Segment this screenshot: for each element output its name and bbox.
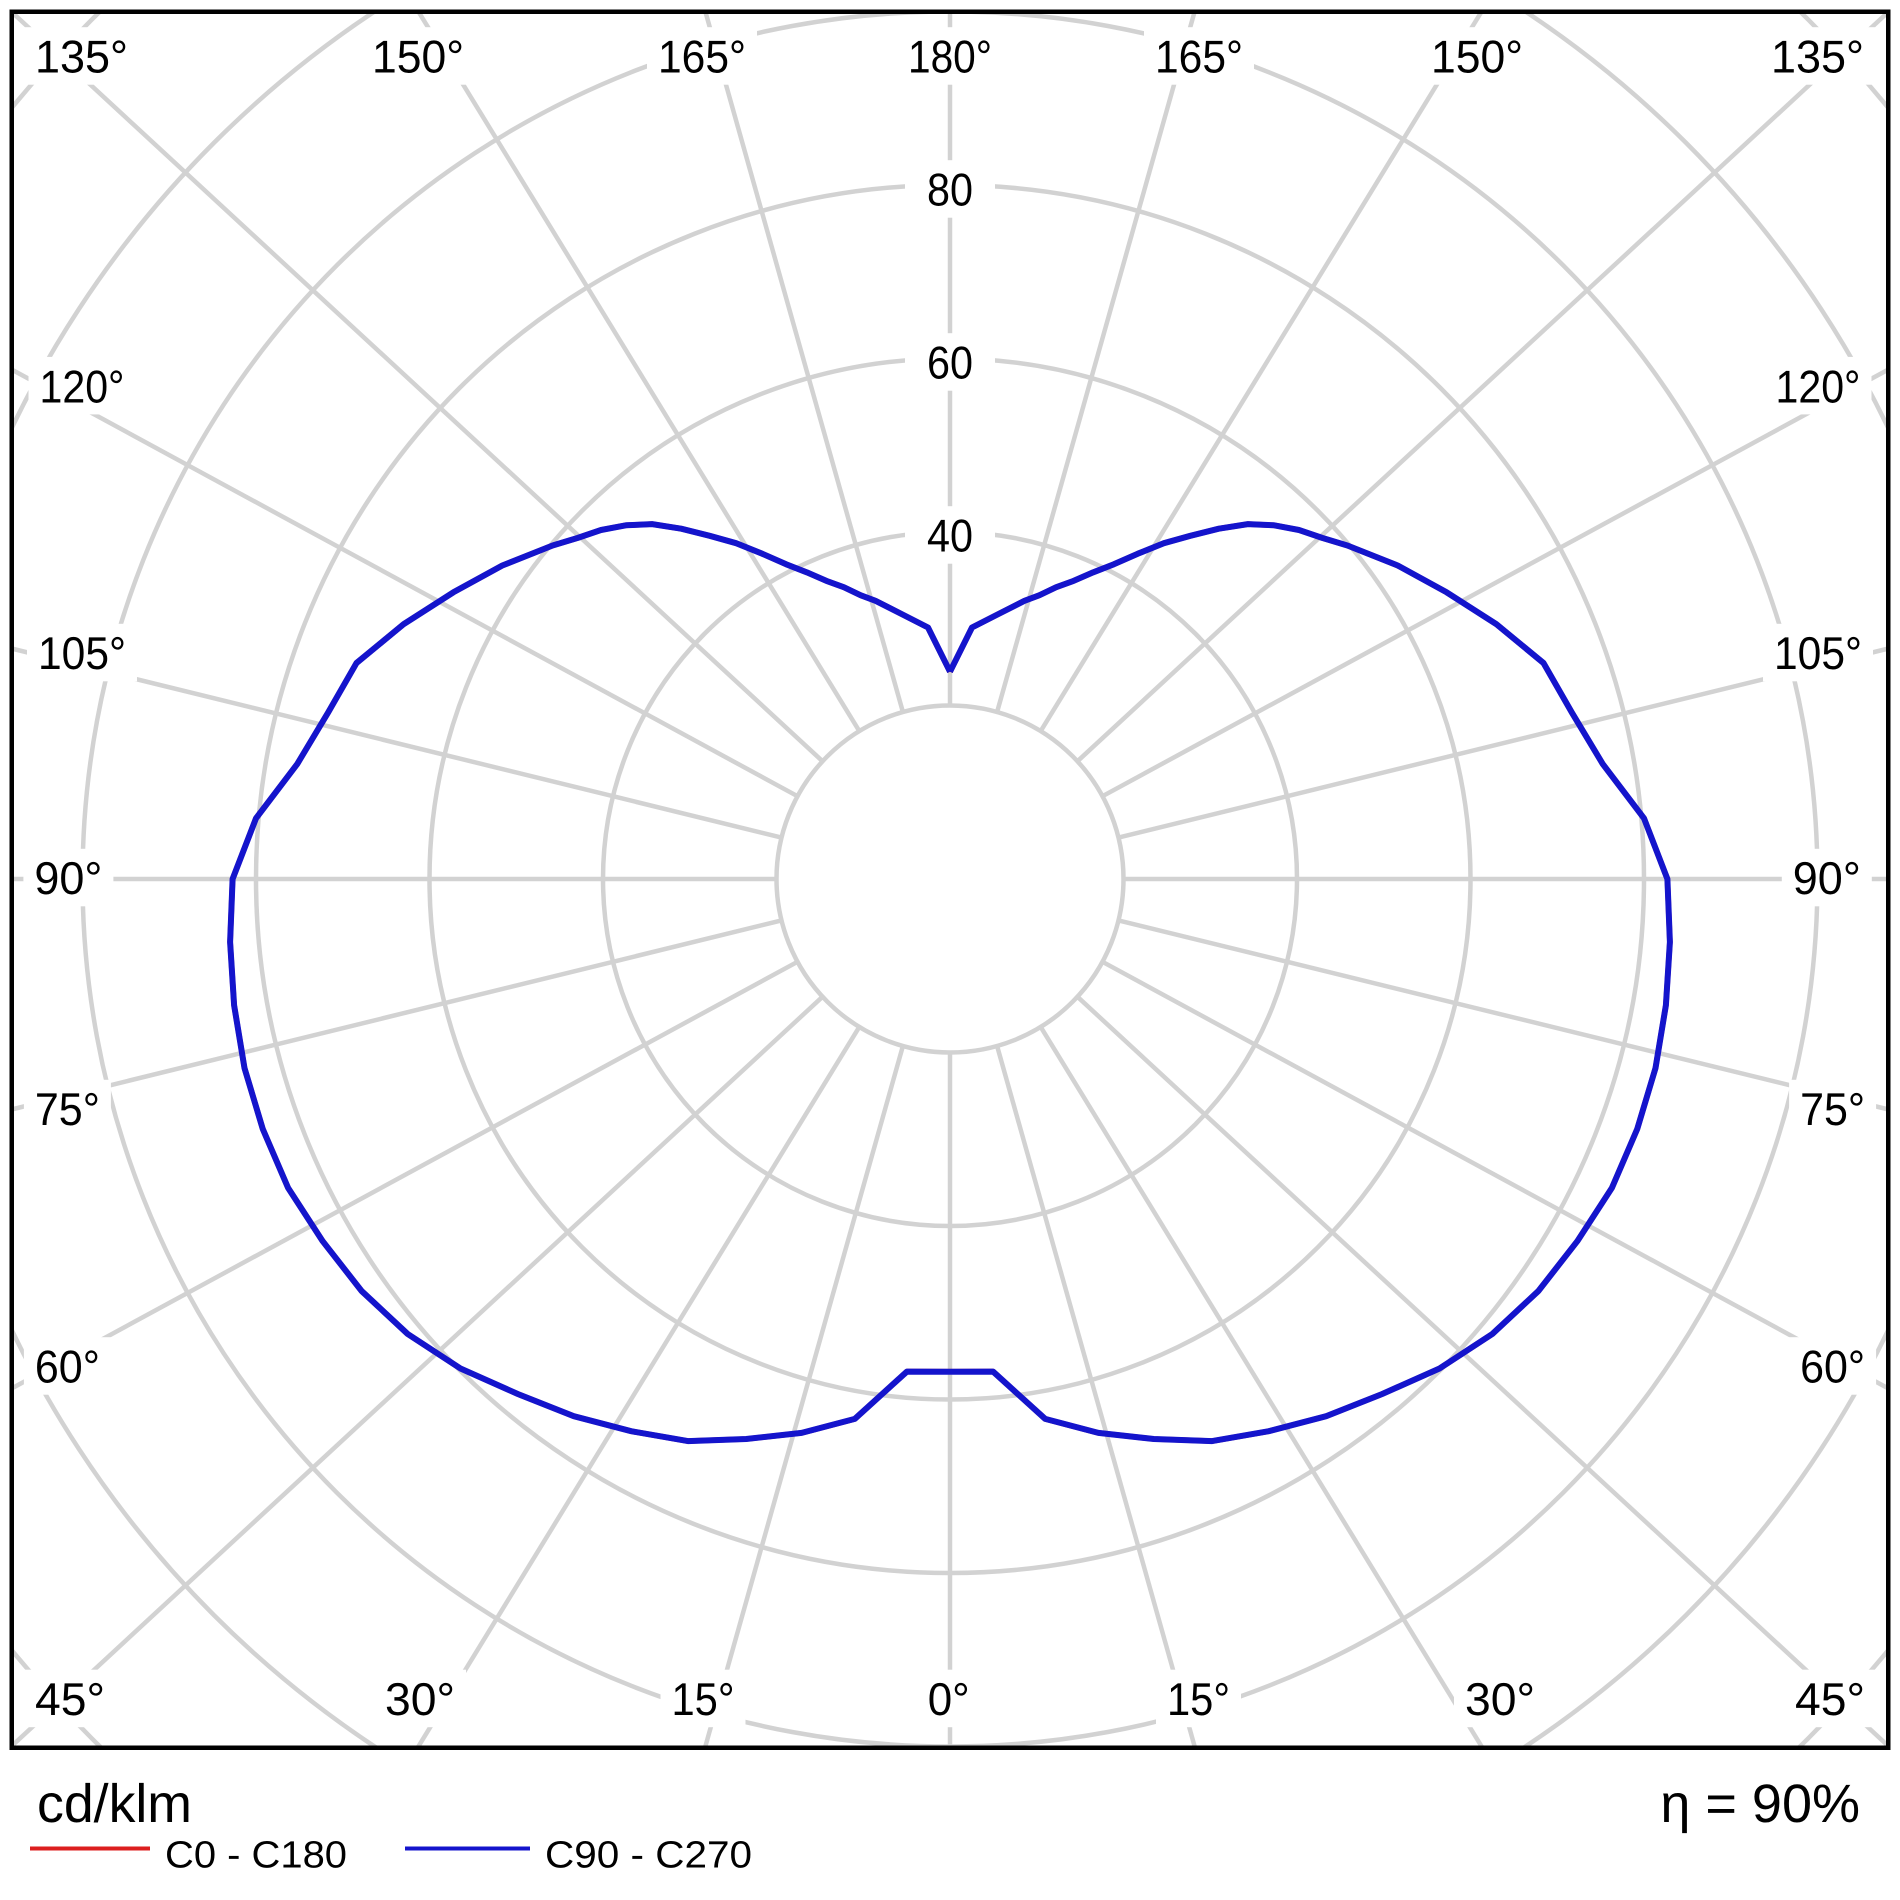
svg-text:150°: 150° [372, 31, 464, 83]
svg-text:105°: 105° [38, 627, 126, 679]
svg-text:165°: 165° [658, 31, 746, 83]
svg-text:120°: 120° [40, 360, 125, 412]
svg-text:15°: 15° [672, 1673, 735, 1725]
svg-text:150°: 150° [1431, 31, 1523, 83]
svg-text:105°: 105° [1774, 627, 1862, 679]
svg-text:15°: 15° [1167, 1673, 1230, 1725]
svg-text:30°: 30° [1465, 1673, 1535, 1725]
svg-text:80: 80 [927, 164, 973, 216]
svg-text:120°: 120° [1776, 360, 1861, 412]
svg-text:60: 60 [927, 337, 973, 389]
svg-text:40: 40 [927, 510, 973, 562]
svg-text:165°: 165° [1155, 31, 1243, 83]
svg-text:60°: 60° [1800, 1341, 1865, 1393]
svg-text:C0 - C180: C0 - C180 [165, 1835, 347, 1877]
svg-text:75°: 75° [1800, 1083, 1865, 1135]
svg-text:45°: 45° [1795, 1673, 1865, 1725]
svg-text:75°: 75° [35, 1083, 100, 1135]
svg-text:90°: 90° [34, 852, 102, 904]
svg-text:C90 - C270: C90 - C270 [545, 1835, 752, 1877]
svg-text:90°: 90° [1793, 852, 1861, 904]
svg-text:0°: 0° [928, 1673, 970, 1725]
svg-text:135°: 135° [35, 31, 128, 83]
svg-text:60°: 60° [35, 1341, 100, 1393]
svg-text:η = 90%: η = 90% [1660, 1774, 1860, 1834]
svg-text:30°: 30° [385, 1673, 455, 1725]
svg-text:180°: 180° [908, 31, 992, 83]
svg-text:45°: 45° [35, 1673, 105, 1725]
svg-text:cd/klm: cd/klm [37, 1774, 192, 1834]
svg-text:135°: 135° [1771, 31, 1864, 83]
